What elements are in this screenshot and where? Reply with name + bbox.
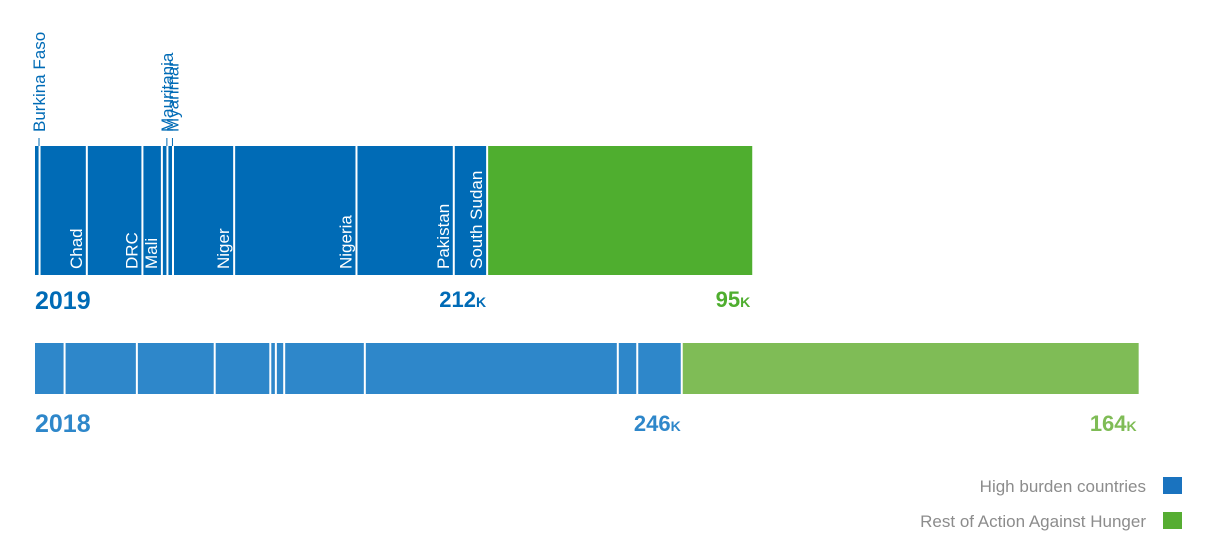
bar-segment-2018-drc — [137, 343, 214, 394]
bar-segment-2019-mali — [143, 146, 161, 275]
segment-label-myanmar: Myanmar — [163, 61, 182, 132]
bar-segment-2018-nigeria — [365, 343, 617, 394]
bar-segment-2019-niger — [174, 146, 234, 275]
bar-segment-2018-myanmar — [276, 343, 284, 394]
segment-label-burkina-faso: Burkina Faso — [30, 32, 49, 132]
segment-label-mali: Mali — [142, 238, 161, 269]
segment-label-mauritania: Mauritania — [158, 52, 177, 132]
legend-swatch-rest — [1163, 512, 1182, 529]
year-label-2019: 2019 — [35, 287, 91, 315]
bar-segment-2018-rest — [682, 343, 1139, 394]
total-label-2019-high-burden: 212K — [439, 287, 486, 312]
bar-segment-2019-chad — [40, 146, 86, 275]
total-label-2019-rest: 95K — [716, 287, 751, 312]
segment-label-drc: DRC — [122, 232, 141, 269]
legend-label-rest: Rest of Action Against Hunger — [920, 512, 1146, 531]
segment-label-nigeria: Nigeria — [336, 215, 355, 269]
bar-segment-2018-chad — [65, 343, 136, 394]
bar-segment-2019-burkina-faso — [35, 146, 39, 275]
bar-segment-2019-pakistan — [357, 146, 453, 275]
total-label-2018-rest: 164K — [1090, 411, 1137, 436]
bar-segment-2018-mali — [215, 343, 270, 394]
total-label-2018-high-burden: 246K — [634, 411, 681, 436]
bar-segment-2019-drc — [87, 146, 142, 275]
bar-segment-2018-burkina-faso — [35, 343, 64, 394]
legend-label-high-burden: High burden countries — [980, 477, 1146, 496]
bar-segment-2018-pakistan — [618, 343, 637, 394]
bar-segment-2018-south-sudan — [638, 343, 681, 394]
bar-segment-2019-nigeria — [235, 146, 356, 275]
bars-layer — [35, 146, 1139, 394]
labels-layer: Burkina Faso Chad DRC Mali MauritaniaMyanmar… — [30, 32, 1137, 438]
bar-segment-2018-niger — [285, 343, 364, 394]
legend: High burden countries Rest of Action Aga… — [920, 477, 1182, 531]
segment-label-niger: Niger — [214, 228, 233, 269]
legend-swatch-high-burden — [1163, 477, 1182, 494]
bar-segment-2019-rest — [488, 146, 753, 275]
bar-segment-2019-mauritania — [162, 146, 167, 275]
segment-label-pakistan: Pakistan — [434, 204, 453, 269]
segment-label-south-sudan: South Sudan — [467, 171, 486, 269]
bar-segment-2019-myanmar — [168, 146, 172, 275]
year-label-2018: 2018 — [35, 410, 91, 438]
segment-label-chad: Chad — [67, 228, 86, 269]
bar-segment-2018-mauritania — [271, 343, 275, 394]
bar-segment-2019-south-sudan — [454, 146, 487, 275]
